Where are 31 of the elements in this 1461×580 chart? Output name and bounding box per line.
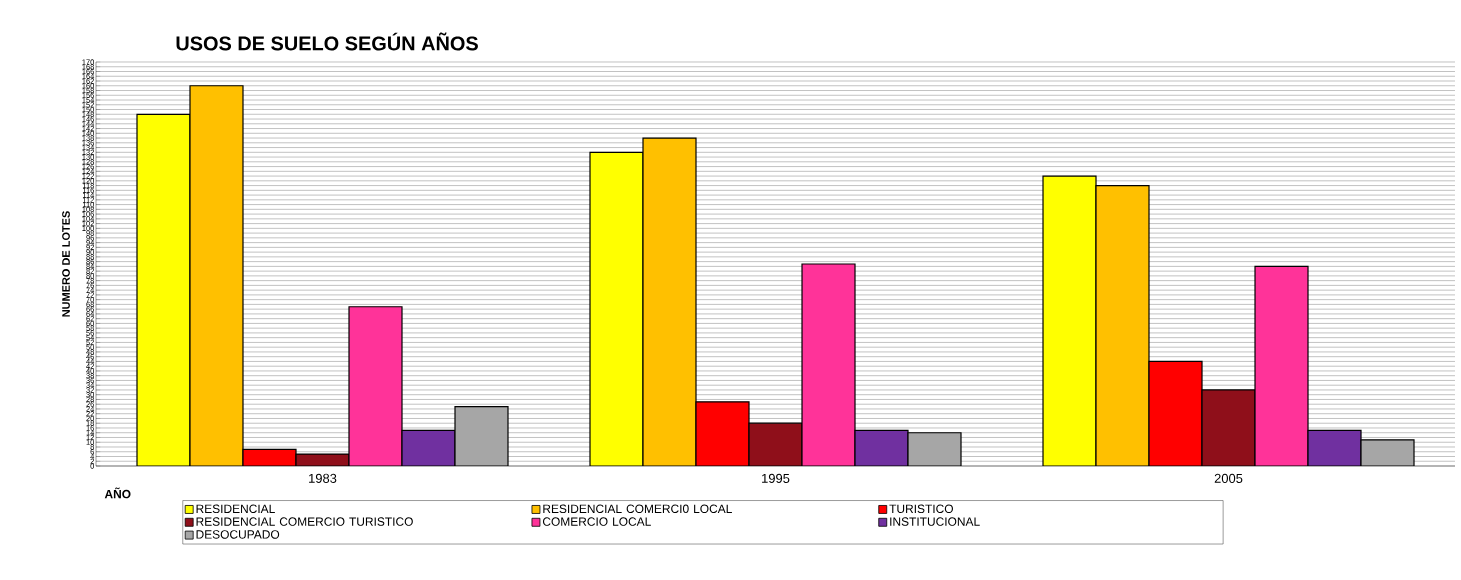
bar: [1254, 265, 1309, 466]
bar: [1307, 429, 1362, 466]
bar: [642, 137, 697, 466]
bar: [1042, 175, 1097, 466]
legend-label: INSTITUCIONAL: [890, 517, 980, 526]
y-axis-title: NUMERO DE LOTES: [62, 211, 70, 317]
bar: [401, 429, 456, 466]
bar: [801, 263, 856, 466]
x-tick-label: 1983: [309, 473, 337, 483]
legend-label: TURISTICO: [889, 504, 953, 513]
x-axis-title: AÑO: [104, 487, 131, 499]
legend-label: RESIDENCIAL: [196, 504, 275, 513]
chart-title: USOS DE SUELO SEGÚN AÑOS: [176, 32, 478, 51]
bar: [695, 401, 750, 466]
bar: [907, 432, 962, 466]
legend-label: RESIDENCIAL COMERCIO TURISTICO: [196, 517, 413, 526]
bar: [348, 306, 403, 466]
bar: [854, 429, 909, 466]
x-tick-label: 1995: [762, 473, 790, 483]
bar: [189, 85, 244, 466]
legend-label: RESIDENCIAL COMERCI0 LOCAL: [543, 504, 732, 513]
legend-label: DESOCUPADO: [196, 530, 280, 539]
legend-label: COMERCIO LOCAL: [542, 517, 651, 526]
bar: [589, 151, 644, 466]
bar: [1201, 389, 1256, 466]
bar: [454, 405, 509, 466]
bar: [1095, 184, 1150, 466]
bar: [136, 113, 191, 466]
bar: [1148, 360, 1203, 466]
bar: [748, 422, 803, 466]
x-tick-label: 2005: [1214, 473, 1243, 483]
